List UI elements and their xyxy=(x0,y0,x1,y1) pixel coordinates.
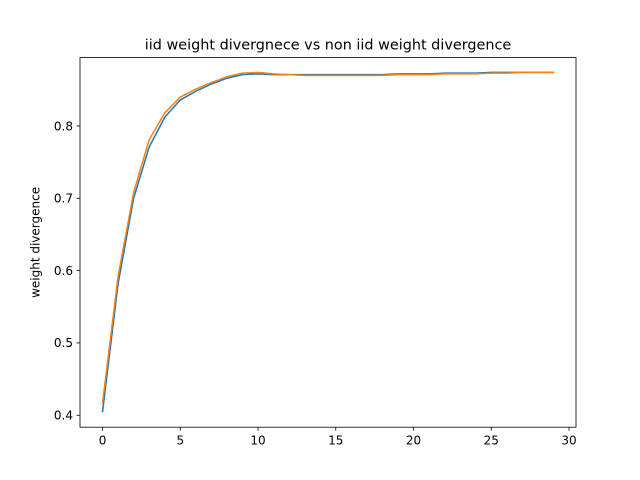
axes-frame xyxy=(79,57,577,428)
y-tick-label: 0.8 xyxy=(54,119,73,133)
x-tick-label: 5 xyxy=(176,434,184,448)
x-axis-ticks: 0 5 10 15 20 25 30 xyxy=(99,427,577,448)
x-tick-label: 10 xyxy=(250,434,265,448)
series-layer xyxy=(101,71,555,413)
y-tick-label: 0.6 xyxy=(54,264,73,278)
chart-title: iid weight divergnece vs non iid weight … xyxy=(145,38,512,54)
y-tick-label: 0.5 xyxy=(54,336,73,350)
x-tick-label: 15 xyxy=(328,434,343,448)
y-axis-label: weight divergence xyxy=(29,187,43,298)
x-tick-label: 25 xyxy=(484,434,499,448)
y-tick-label: 0.4 xyxy=(54,409,73,423)
x-tick-label: 0 xyxy=(99,434,107,448)
series-line-2 xyxy=(101,71,555,404)
y-tick-label: 0.7 xyxy=(54,192,73,206)
x-tick-label: 30 xyxy=(561,434,576,448)
x-tick-label: 20 xyxy=(406,434,421,448)
y-axis-ticks: 0.4 0.5 0.6 0.7 0.8 xyxy=(54,119,80,423)
